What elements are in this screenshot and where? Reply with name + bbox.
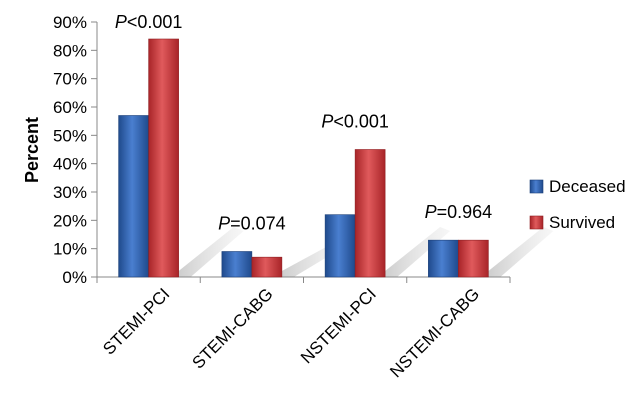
bar-shadows [178, 227, 554, 277]
bar-deceased [221, 251, 253, 278]
y-axis-label: Percent [22, 117, 42, 183]
bar-deceased [324, 214, 356, 278]
legend-swatch [529, 215, 544, 230]
bar-survived [148, 38, 179, 278]
bar-deceased [428, 239, 459, 278]
bar-survived [458, 239, 489, 278]
y-tick-label: 90% [53, 13, 87, 32]
bars [118, 38, 489, 278]
y-tick-label: 50% [53, 126, 87, 145]
x-tick-label: STEMI-PCI [99, 284, 173, 358]
y-tick-label: 0% [62, 268, 87, 287]
y-tick-label: 60% [53, 98, 87, 117]
bar-survived [251, 256, 283, 278]
p-value-annotation: P<0.001 [115, 12, 183, 32]
bar-shadow [385, 227, 451, 277]
legend-label: Deceased [549, 177, 626, 196]
y-tick-label: 80% [53, 41, 87, 60]
bar-shadow [178, 227, 244, 277]
bar-survived [354, 149, 386, 278]
legend-swatch [529, 179, 544, 194]
legend: Deceased Survived [529, 177, 626, 232]
p-value-annotation: P=0.964 [425, 202, 493, 222]
x-tick-label: NSTEMI-PCI [297, 284, 380, 367]
legend-label: Survived [549, 213, 615, 232]
x-tick-label: NSTEMI-CABG [386, 284, 483, 381]
bar-deceased [118, 115, 149, 278]
y-tick-label: 70% [53, 70, 87, 89]
y-tick-label: 30% [53, 183, 87, 202]
y-tick-label: 10% [53, 240, 87, 259]
p-value-annotation: P<0.001 [321, 112, 389, 132]
y-tick-label: 20% [53, 211, 87, 230]
bar-shadow [488, 227, 554, 277]
p-value-annotation: P=0.074 [218, 214, 286, 234]
x-tick-label: STEMI-CABG [188, 284, 276, 372]
y-tick-label: 40% [53, 155, 87, 174]
